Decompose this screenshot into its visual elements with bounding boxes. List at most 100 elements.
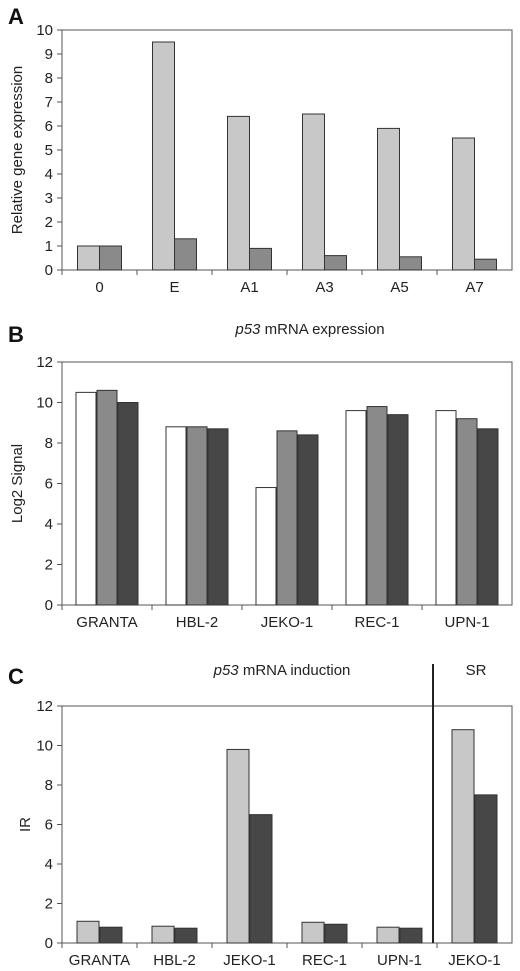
panel-a-x-tick-label-1: E <box>169 279 179 296</box>
panel-c-x-tick-label-4: UPN-1 <box>377 952 422 969</box>
panel-a-y-tick-label-5: 5 <box>45 142 53 159</box>
panel-c-y-tick-label-1: 2 <box>45 896 53 913</box>
panel-c-bar-4-1 <box>399 927 423 944</box>
panel-a-bar-2-0 <box>227 115 250 271</box>
panel-b-y-tick-label-0: 0 <box>45 597 53 614</box>
panel-b-title: p53 mRNA expression <box>234 321 384 338</box>
panel-c-x-tick-label-0: GRANTA <box>69 952 130 969</box>
panel-a-plot-frame <box>61 29 513 271</box>
panel-c-bar-0-1 <box>99 926 123 944</box>
panel-b-y-tick-label-4: 8 <box>45 435 53 452</box>
panel-a-bar-5-1 <box>474 258 497 271</box>
panel-a-x-tick-label-2: A1 <box>240 279 258 296</box>
panel-a-y-tick-label-9: 9 <box>45 46 53 63</box>
panel-a-y-tick-label-6: 6 <box>45 118 53 135</box>
panel-b-x-tick-label-2: JEKO-1 <box>261 614 314 631</box>
panel-a-x-tick-label-4: A5 <box>390 279 408 296</box>
panel-c-bar-4-0 <box>376 926 400 944</box>
panel-c-y-tick-label-4: 8 <box>45 777 53 794</box>
panel-a-x-tick-label-0: 0 <box>95 279 103 296</box>
panel-c-x-tick-label-3: REC-1 <box>302 952 347 969</box>
panel-a-bar-2-1 <box>249 247 272 271</box>
panel-c-title-rest: mRNA induction <box>239 662 351 679</box>
panel-a-y-tick-label-10: 10 <box>36 22 53 39</box>
panel-b-bar-4-2 <box>477 428 499 606</box>
panel-a-y-tick-label-1: 1 <box>45 238 53 255</box>
panel-c-title-italic: p53 <box>213 662 240 679</box>
panel-b-bar-2-1 <box>276 430 298 606</box>
panel-c-plot-frame <box>61 705 513 944</box>
panel-c-y-axis-label: IR <box>17 817 34 832</box>
panel-b-bar-2-2 <box>297 434 319 606</box>
panel-a-bar-1-1 <box>174 238 197 271</box>
panel-b-bar-4-1 <box>456 418 478 606</box>
panel-a-bar-1-0 <box>152 41 175 271</box>
panel-b-bar-1-1 <box>186 426 208 606</box>
panel-a-bar-0-1 <box>99 245 122 271</box>
panel-b-bar-3-1 <box>366 406 388 606</box>
panel-b-bar-1-0 <box>165 426 187 606</box>
panel-a-y-tick-label-8: 8 <box>45 70 53 87</box>
panel-a-bar-3-0 <box>302 113 325 271</box>
panel-c-title: p53 mRNA induction <box>213 662 351 679</box>
panel-c-bar-3-0 <box>301 921 325 944</box>
panel-a-x-tick-label-3: A3 <box>315 279 333 296</box>
panel-c-x-tick-label-2: JEKO-1 <box>223 952 276 969</box>
panel-b-title-rest: mRNA expression <box>260 321 384 338</box>
panel-b-x-tick-label-1: HBL-2 <box>176 614 219 631</box>
panel-c-bar-1-1 <box>174 927 198 944</box>
panel-c-y-tick-label-5: 10 <box>36 738 53 755</box>
panel-letter-b: B <box>8 322 24 347</box>
panel-c-x-tick-label-1: HBL-2 <box>153 952 196 969</box>
panel-a-bar-4-0 <box>377 127 400 271</box>
panel-letter-c: C <box>8 664 24 689</box>
panel-b-y-tick-label-2: 4 <box>45 516 53 533</box>
panel-c-bar-5-1 <box>474 794 498 944</box>
panel-c-bar-0-0 <box>76 920 100 944</box>
panel-b-y-tick-label-5: 10 <box>36 395 53 412</box>
panel-b-y-tick-label-6: 12 <box>36 354 53 371</box>
panel-b-bar-0-2 <box>117 402 139 606</box>
panel-b-bar-3-0 <box>345 410 367 606</box>
panel-a-y-tick-label-0: 0 <box>45 262 53 279</box>
panel-a-bar-0-0 <box>77 245 100 271</box>
panel-c-bar-2-0 <box>226 748 250 944</box>
panel-a-y-tick-label-3: 3 <box>45 190 53 207</box>
panel-c-bar-5-0 <box>451 729 475 944</box>
panel-b-title-italic: p53 <box>234 321 261 338</box>
panel-c-bar-3-1 <box>324 923 348 944</box>
panel-a-x-tick-label-5: A7 <box>465 279 483 296</box>
panel-c-y-tick-label-2: 4 <box>45 856 53 873</box>
panel-c-plot: 0 2 4 6 8 10 12 GRANTA HBL-2 JEKO-1 REC-1 UPN-1 JEKO… <box>36 664 513 969</box>
panel-b-x-tick-label-3: REC-1 <box>354 614 399 631</box>
panel-b-plot: 0 2 4 6 8 10 12 GRANTA HBL-2 JEKO-1 REC-1 UPN-1 <box>36 354 513 631</box>
panel-b: B p53 mRNA expression Log2 Signal 0 2 4 6 8 1… <box>8 321 513 631</box>
panel-a-y-tick-label-2: 2 <box>45 214 53 231</box>
panel-b-bar-0-1 <box>96 389 118 606</box>
panel-c-sr-label: SR <box>466 662 487 679</box>
panel-a-y-tick-label-4: 4 <box>45 166 53 183</box>
panel-letter-a: A <box>8 4 24 29</box>
panel-b-y-axis-label: Log2 Signal <box>9 444 26 523</box>
panel-a-plot: 0 1 2 3 4 5 6 7 8 9 10 0 E A1 A3 A5 A7 <box>36 22 513 296</box>
panel-b-x-tick-label-0: GRANTA <box>76 614 137 631</box>
panel-b-y-tick-label-1: 2 <box>45 557 53 574</box>
panel-a-y-tick-label-7: 7 <box>45 94 53 111</box>
panel-c-y-tick-label-6: 12 <box>36 698 53 715</box>
panel-c-x-tick-label-5: JEKO-1 <box>448 952 501 969</box>
panel-c-y-tick-label-3: 6 <box>45 817 53 834</box>
panel-b-bar-2-0 <box>255 487 277 606</box>
panel-b-bar-3-2 <box>387 414 409 606</box>
panel-b-bar-1-2 <box>207 428 229 606</box>
panel-c-bar-2-1 <box>249 814 273 944</box>
panel-c-bar-1-0 <box>151 925 175 944</box>
panel-b-bar-4-0 <box>435 410 457 606</box>
panel-b-x-tick-label-4: UPN-1 <box>444 614 489 631</box>
panel-a-y-axis-label: Relative gene expression <box>9 66 26 234</box>
panel-b-y-tick-label-3: 6 <box>45 476 53 493</box>
panel-a-bar-5-0 <box>452 137 475 271</box>
panel-a: A Relative gene expression 0123456789100… <box>8 4 513 296</box>
panel-c-y-tick-label-0: 0 <box>45 935 53 952</box>
panel-a-bar-4-1 <box>399 256 422 271</box>
